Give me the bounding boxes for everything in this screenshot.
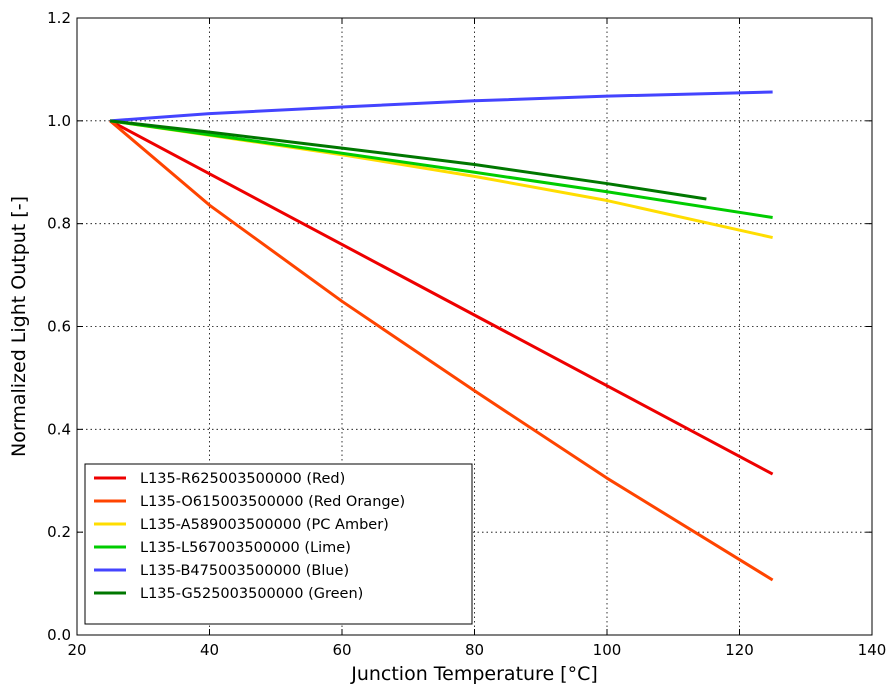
x-tick-label: 120 (725, 641, 754, 659)
series-line-1 (109, 119, 774, 476)
legend-label: L135-B475003500000 (Blue) (140, 563, 349, 579)
legend-label: L135-R625003500000 (Red) (140, 471, 345, 487)
y-tick-label: 1.2 (47, 9, 71, 27)
y-axis-label: Normalized Light Output [-] (8, 196, 30, 457)
series-lines (109, 90, 774, 582)
y-tick-label: 0.2 (47, 523, 71, 541)
series-line-6 (109, 119, 707, 201)
x-tick-label: 40 (200, 641, 219, 659)
y-tick-label: 0.4 (47, 420, 71, 438)
x-tick-label: 100 (593, 641, 622, 659)
x-tick-label: 140 (858, 641, 887, 659)
legend: L135-R625003500000 (Red) L135-O6150035000… (84, 463, 473, 625)
y-tick-label: 0.0 (47, 626, 71, 644)
legend-box (84, 463, 473, 625)
y-tick-label: 0.6 (47, 318, 71, 336)
legend-label: L135-O615003500000 (Red Orange) (140, 494, 405, 510)
series-line-5 (110, 90, 773, 123)
ticks: 20 40 60 80 100 120 140 0.0 0.2 0.4 0.6 0.8 1.0 1.2 (47, 9, 886, 659)
legend-label: L135-L567003500000 (Lime) (140, 540, 351, 556)
x-tick-label: 60 (332, 641, 351, 659)
y-tick-label: 0.8 (47, 215, 71, 233)
x-tick-label: 20 (67, 641, 86, 659)
legend-label: L135-G525003500000 (Green) (140, 586, 363, 602)
series-line-2 (109, 119, 774, 582)
x-axis-label: Junction Temperature [°C] (350, 663, 598, 685)
y-tick-label: 1.0 (47, 112, 71, 130)
series-line-4 (109, 119, 773, 219)
legend-label: L135-A589003500000 (PC Amber) (140, 517, 389, 533)
x-tick-label: 80 (465, 641, 484, 659)
